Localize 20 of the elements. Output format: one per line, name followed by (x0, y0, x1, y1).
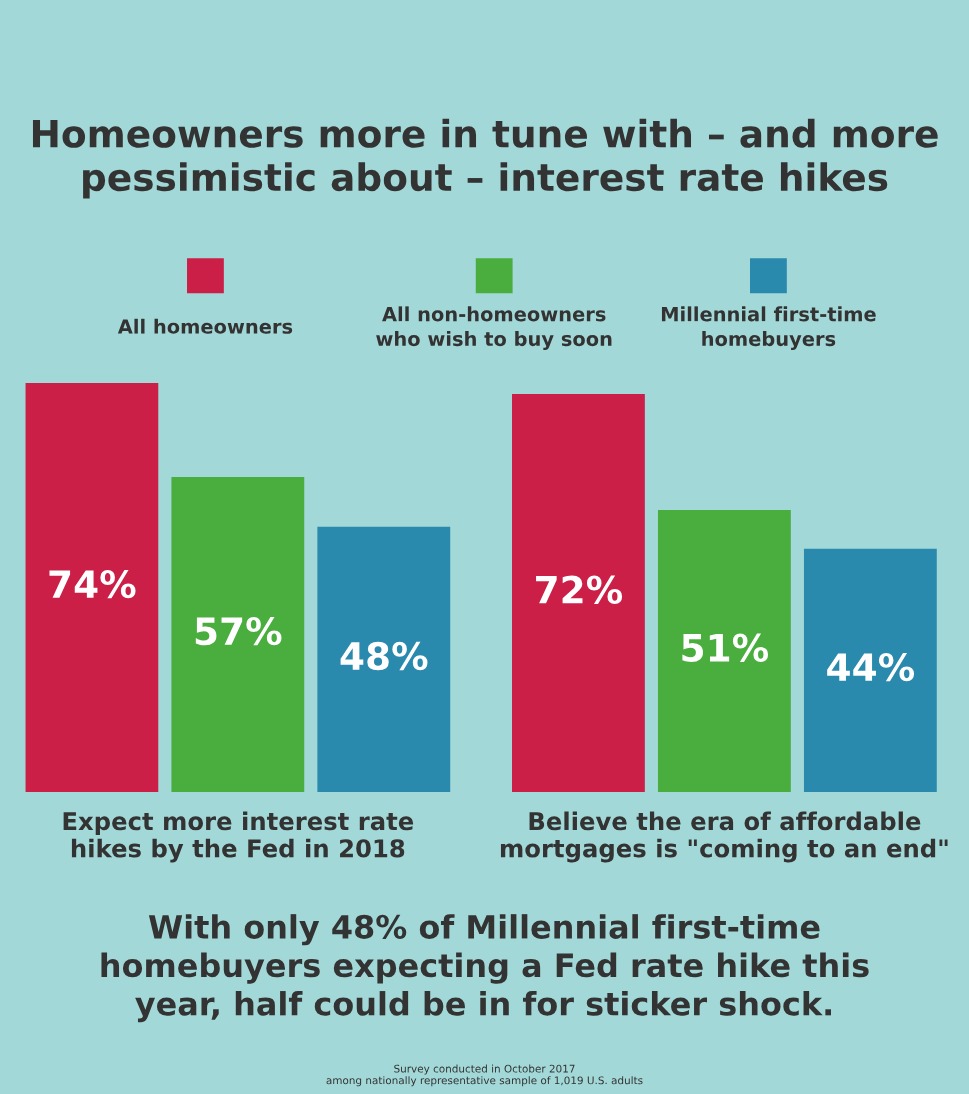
bar (171, 476, 305, 793)
bar (25, 382, 159, 793)
bar (803, 548, 937, 793)
text: With only 48% of Millennial first-time homebuyers expecting a Fed rate hike this year, half could be in for sticker shock. (101, 914, 869, 1023)
text: All homeowners (117, 318, 293, 334)
x-tick-label: Expect more interest rate hikes by the Fed in 2018 (63, 811, 414, 863)
chart-title: Homeowners more in tune with – and more pessimistic about – interest rate hikes (32, 118, 938, 199)
bar (657, 510, 791, 793)
data-label: 74% (49, 569, 136, 599)
bar (317, 526, 451, 793)
legend-label: Millennial first-time homebuyers (661, 306, 876, 351)
x-tick-label: Believe the era of affordable mortgages is "coming to an end" (500, 811, 948, 863)
bar (512, 393, 645, 793)
data-label: 44% (827, 652, 915, 682)
data-label: 72% (536, 575, 623, 604)
text: Survey conducted in October 2017 among nationally representative sample of 1,019 U.S. adults (326, 1064, 643, 1087)
data-label: 57% (195, 616, 282, 646)
data-label: 48% (340, 641, 428, 671)
legend-label: All non-homeowners who wish to buy soon (376, 306, 612, 351)
data-label: 51% (682, 633, 769, 662)
